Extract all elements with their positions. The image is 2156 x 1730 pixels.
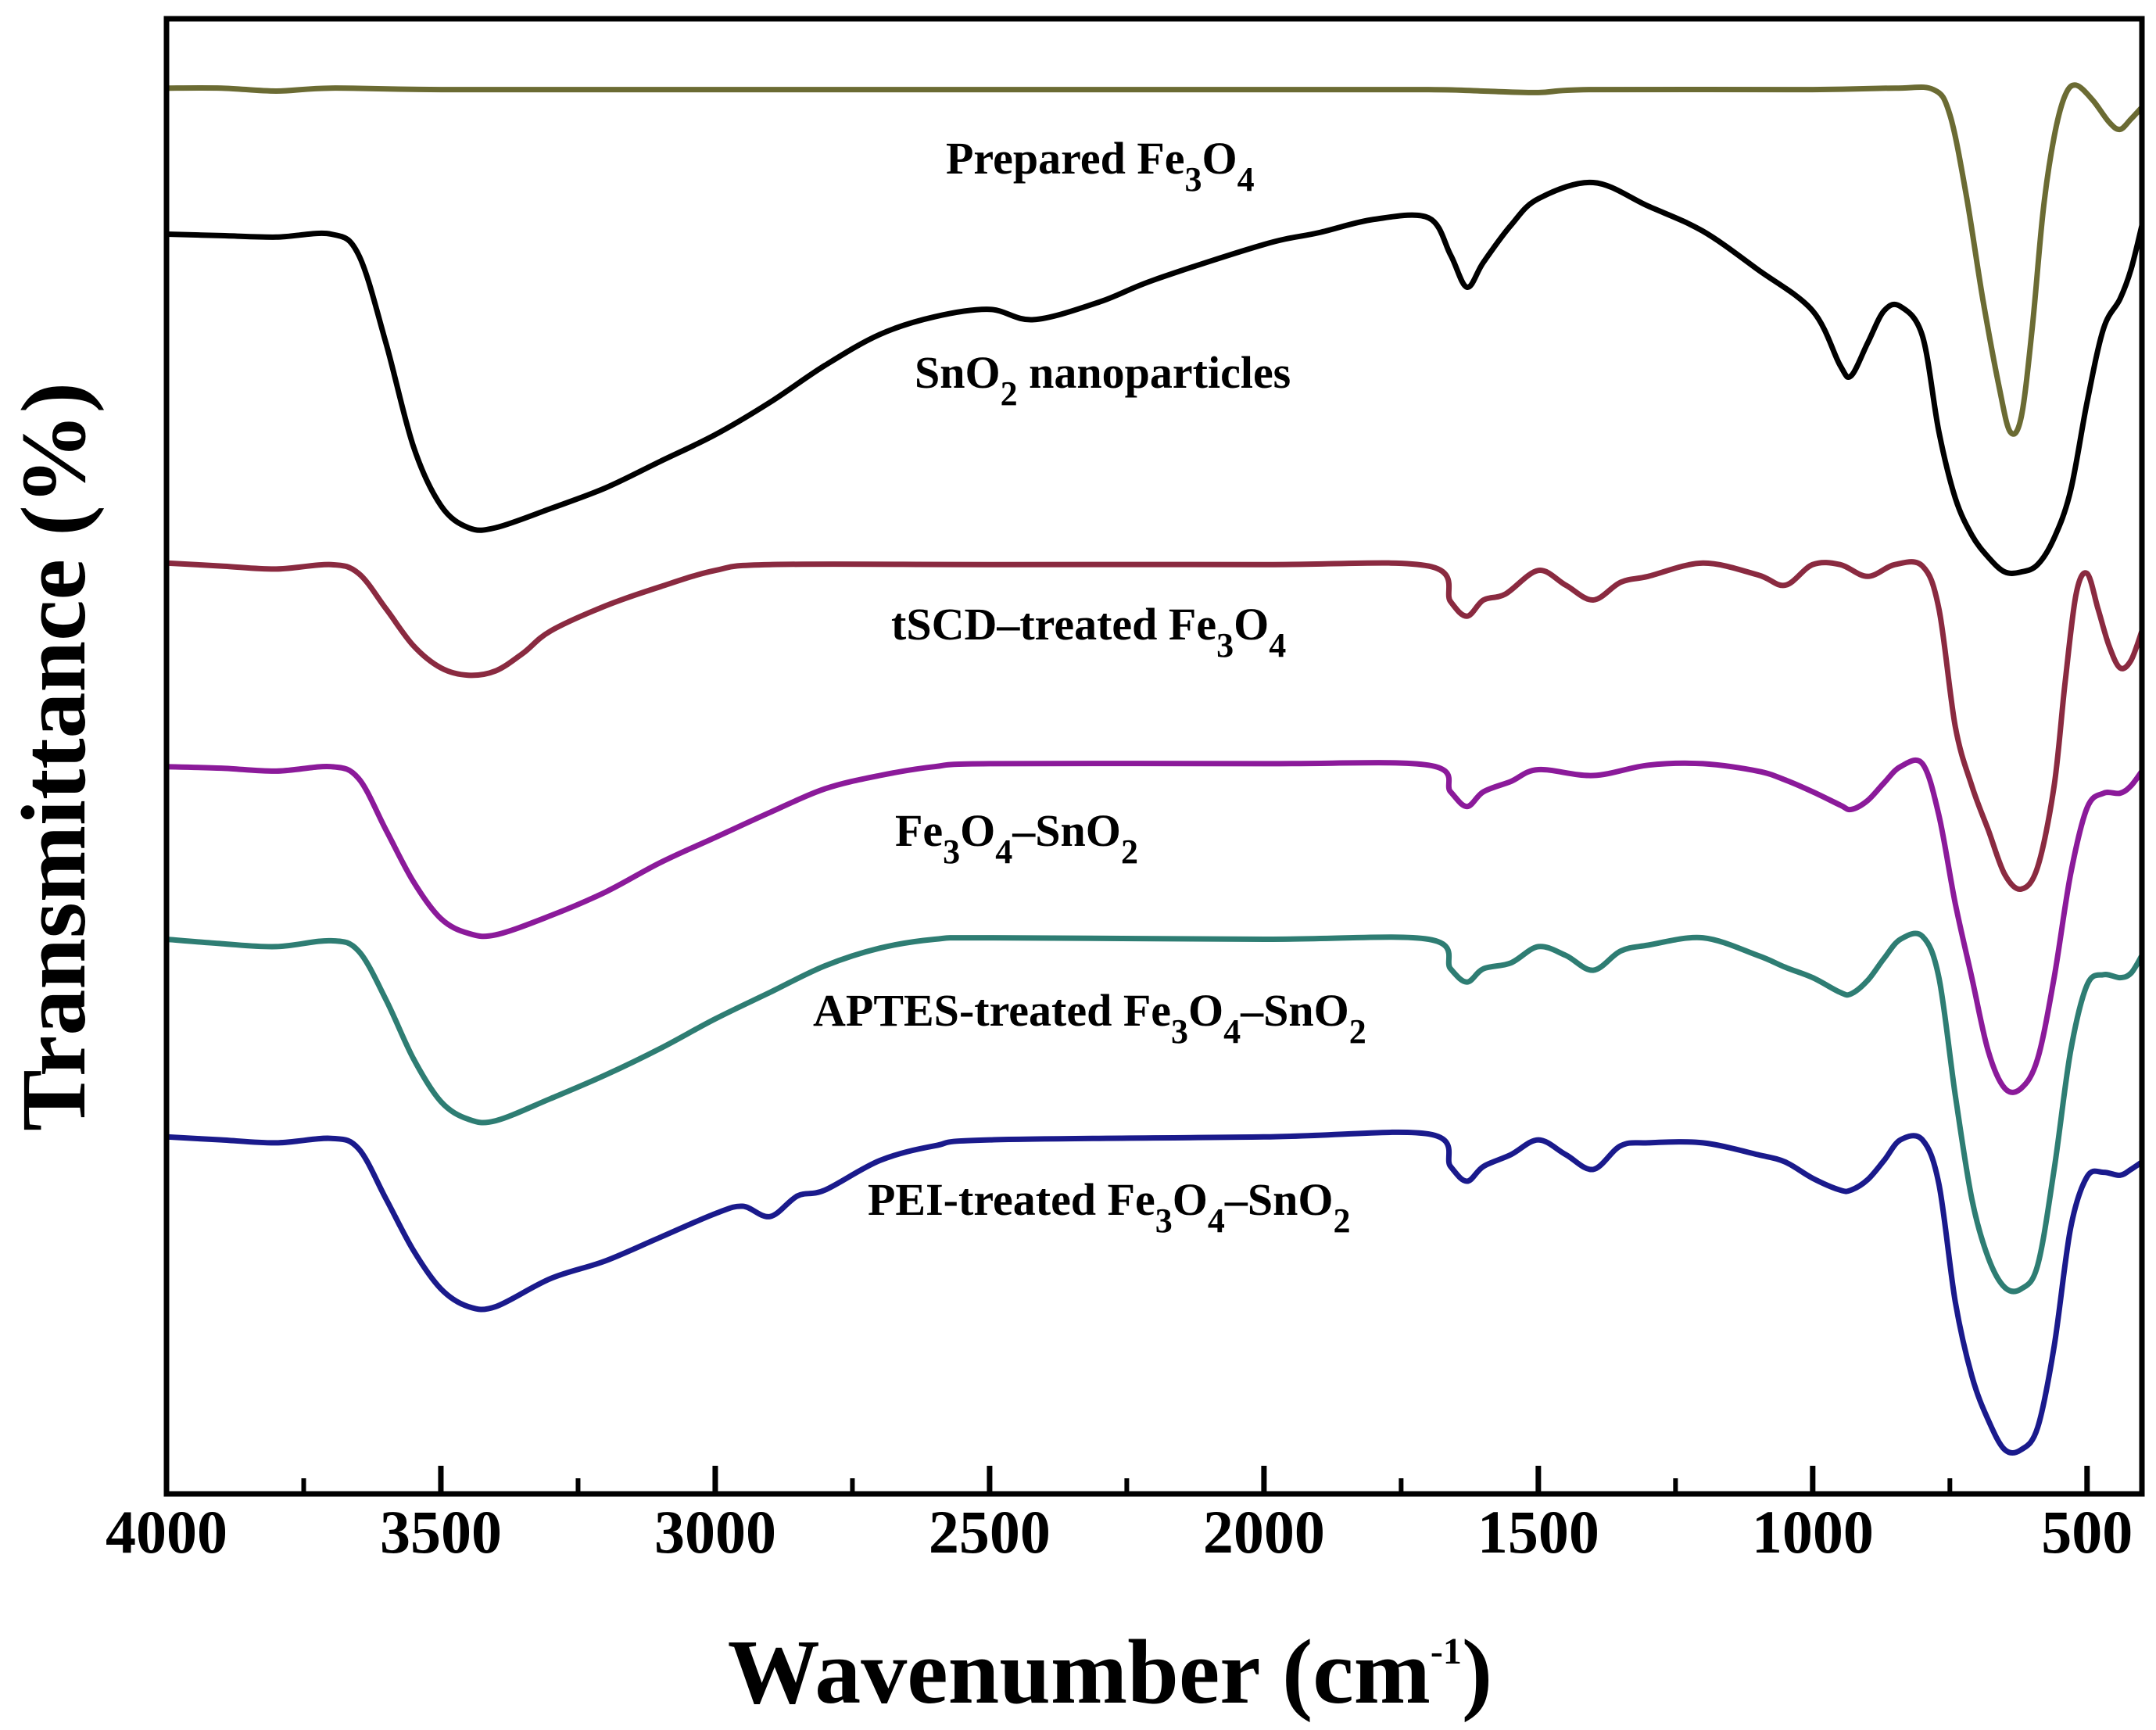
- series-label-part: Prepared Fe: [946, 133, 1185, 184]
- plot-frame: [163, 16, 2145, 1497]
- series-label-sno2: SnO2 nanoparticles: [915, 347, 1291, 413]
- series-line-aptes: [163, 930, 2145, 1295]
- series-label-part: 4: [1208, 1202, 1225, 1240]
- series-label-part: –SnO: [1224, 1174, 1334, 1225]
- x-tick-label: 500: [2041, 1498, 2133, 1566]
- series-label-part: SnO: [915, 347, 1001, 398]
- x-axis-title-main: Wavenumber (cm: [728, 1621, 1431, 1723]
- series-label-part: O: [1234, 599, 1269, 650]
- series-label-part: 3: [1185, 160, 1202, 199]
- series-label-part: 4: [1237, 160, 1255, 199]
- series-label-part: 4: [1223, 1012, 1241, 1051]
- x-tick-label: 2500: [929, 1498, 1051, 1566]
- series-label-part: O: [1188, 985, 1223, 1036]
- series-label-part: 3: [1155, 1202, 1173, 1240]
- series-label-part: –SnO: [1012, 805, 1121, 856]
- series-label-tscd: tSCD–treated Fe3O4: [891, 599, 1286, 664]
- series-label-fe3o4: Prepared Fe3O4: [946, 133, 1255, 199]
- series-label-part: 3: [1216, 626, 1234, 664]
- x-tick-label: 1500: [1477, 1498, 1599, 1566]
- series-line-fe3o4-sno2: [163, 757, 2145, 1095]
- y-axis-title: Transmittance (%): [2, 382, 105, 1131]
- x-tick-label: 4000: [106, 1498, 227, 1566]
- series-label-part: PEI-treated Fe: [868, 1174, 1155, 1225]
- x-tick-label: 2000: [1203, 1498, 1325, 1566]
- series-label-part: 3: [1171, 1012, 1188, 1051]
- series-line-fe3o4: [163, 82, 2145, 437]
- x-axis-title-sup: -1: [1431, 1631, 1462, 1672]
- series-label-part: 2: [1121, 833, 1138, 871]
- x-tick-label: 3500: [380, 1498, 502, 1566]
- series-line-pei: [163, 1129, 2145, 1456]
- series-label-part: 4: [995, 833, 1012, 871]
- series-label-part: 2: [1334, 1202, 1351, 1240]
- series-label-part: O: [1173, 1174, 1208, 1225]
- x-tick-label: 1000: [1752, 1498, 1874, 1566]
- series-label-part: nanoparticles: [1018, 347, 1291, 398]
- series-lines: [163, 82, 2145, 1456]
- series-label-pei: PEI-treated Fe3O4–SnO2: [868, 1174, 1351, 1240]
- series-label-part: O: [960, 805, 995, 856]
- series-line-tscd: [163, 559, 2145, 892]
- series-label-part: 4: [1269, 626, 1286, 664]
- axes: 4000 3500 3000 2500 2000 1500 1000 500: [106, 1466, 2133, 1566]
- series-label-part: Fe: [895, 805, 943, 856]
- series-label-part: O: [1202, 133, 1237, 184]
- series-line-sno2: [163, 179, 2145, 576]
- series-label-part: APTES-treated Fe: [813, 985, 1171, 1036]
- series-label-fe3o4-sno2: Fe3O4–SnO2: [895, 805, 1138, 871]
- x-axis-title: Wavenumber (cm-1): [728, 1621, 1492, 1723]
- x-axis-title-close: ): [1462, 1621, 1492, 1723]
- series-label-aptes: APTES-treated Fe3O4–SnO2: [813, 985, 1366, 1051]
- series-label-part: 2: [1001, 374, 1018, 413]
- series-label-part: –SnO: [1240, 985, 1349, 1036]
- x-tick-label: 3000: [654, 1498, 776, 1566]
- series-label-part: 2: [1349, 1012, 1366, 1051]
- series-label-part: tSCD–treated Fe: [891, 599, 1216, 650]
- series-label-part: 3: [943, 833, 960, 871]
